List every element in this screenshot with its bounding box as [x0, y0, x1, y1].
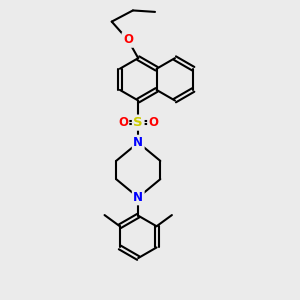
Text: O: O: [118, 116, 128, 129]
Text: O: O: [148, 116, 158, 129]
Text: S: S: [134, 116, 143, 129]
Text: N: N: [133, 191, 143, 204]
Text: O: O: [123, 33, 133, 46]
Text: N: N: [133, 136, 143, 149]
